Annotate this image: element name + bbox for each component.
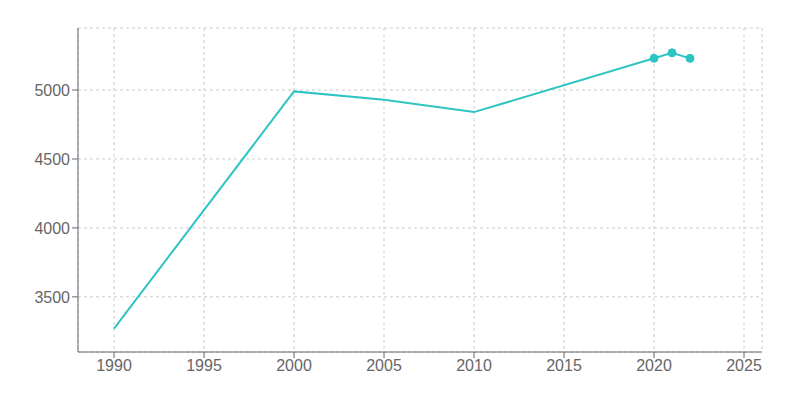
svg-text:2000: 2000 (276, 357, 312, 374)
svg-text:2015: 2015 (546, 357, 582, 374)
svg-text:3500: 3500 (34, 289, 70, 306)
svg-text:2010: 2010 (456, 357, 492, 374)
svg-text:4000: 4000 (34, 220, 70, 237)
svg-text:1990: 1990 (96, 357, 132, 374)
svg-text:1995: 1995 (186, 357, 222, 374)
svg-text:2025: 2025 (726, 357, 762, 374)
svg-text:4500: 4500 (34, 151, 70, 168)
svg-text:2020: 2020 (636, 357, 672, 374)
svg-text:2005: 2005 (366, 357, 402, 374)
svg-text:5000: 5000 (34, 82, 70, 99)
